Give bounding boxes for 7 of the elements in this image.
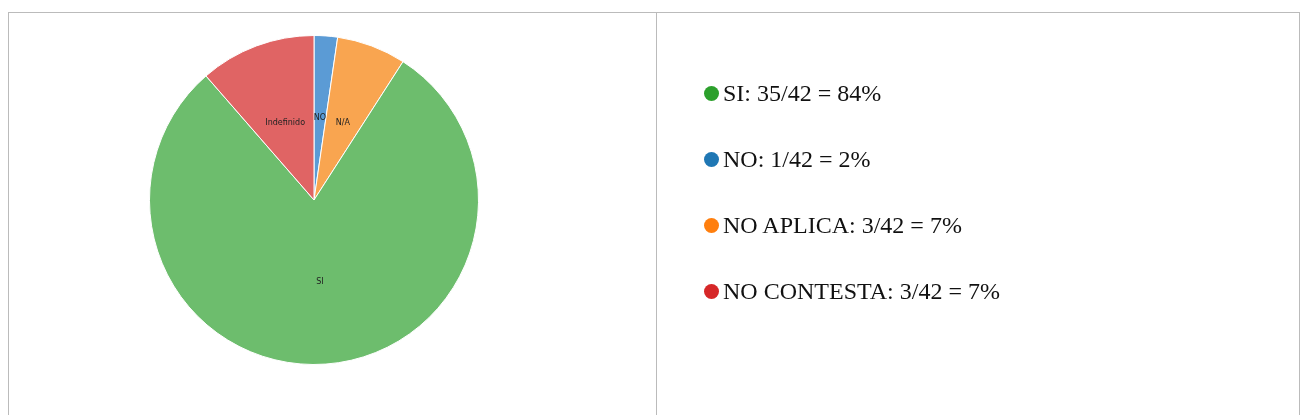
text: NO: 1/42 = 2% bbox=[723, 146, 871, 173]
slice-label: SI bbox=[316, 277, 324, 287]
text: NO CONTESTA: 3/42 = 7% bbox=[723, 278, 1000, 305]
text: NO APLICA: 3/42 = 7% bbox=[723, 212, 962, 239]
text: SI: 35/42 = 84% bbox=[723, 80, 882, 107]
slice-label: N/A bbox=[335, 118, 351, 128]
slice-label: Indefinido bbox=[265, 118, 306, 128]
